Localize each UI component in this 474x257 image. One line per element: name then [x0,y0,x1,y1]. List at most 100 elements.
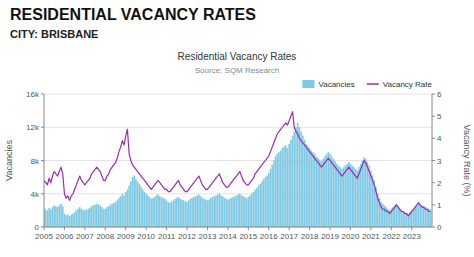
bar [179,199,181,227]
bar [326,154,328,227]
y2-tick [432,160,435,161]
bar [251,194,253,227]
bar [217,195,219,227]
bar [229,199,231,227]
x-tick [105,227,106,230]
bar [270,169,272,227]
y-tick [41,160,44,161]
bar [47,210,49,227]
bar [254,190,256,227]
y2-tick [432,227,435,228]
x-tick [125,227,126,230]
bar [276,154,278,227]
bar [76,210,78,227]
x-tick [166,227,167,230]
bar [105,209,107,227]
grid-line [44,227,432,228]
bar [176,198,178,227]
bar [302,136,304,227]
source-note: Source: SQM Research [195,66,279,75]
bar [207,200,209,227]
y2-axis-label: Vacancy Rate (%) [462,125,472,197]
bar [256,188,258,227]
bar [79,207,81,227]
bar [329,154,331,227]
bar [74,212,76,227]
bar [304,140,306,227]
bar [72,214,74,227]
bar [280,151,282,227]
bar [196,195,198,227]
bar [190,199,192,227]
bar [181,200,183,227]
bar [292,136,294,227]
bar [171,201,173,227]
bar [275,156,277,227]
bar [137,181,139,227]
bar [278,152,280,227]
legend-label: Vacancy Rate [383,80,433,89]
bar [288,144,290,227]
y2-tick-label: 4 [437,134,442,143]
bar [48,208,50,227]
x-tick [309,227,310,230]
bar [234,196,236,227]
bar [164,199,166,227]
bar [334,161,336,227]
bar [399,209,401,227]
y2-tick-label: 6 [437,90,442,99]
bar [116,200,118,227]
bar [88,209,90,227]
bar [351,165,353,227]
x-tick-label: 2018 [301,232,319,241]
bar [110,205,112,227]
x-tick-label: 2023 [403,232,421,241]
x-tick [330,227,331,230]
y-tick-label: 4k [31,190,40,199]
bar [154,197,156,227]
x-tick-label: 2021 [362,232,380,241]
x-tick-label: 2016 [260,232,278,241]
bar [111,204,113,227]
bar [246,198,248,227]
bar [253,192,255,227]
bar [282,148,284,227]
bar [115,202,117,227]
bar [96,204,98,227]
bar [99,205,101,227]
y2-tick [432,204,435,205]
bar [123,195,125,227]
bar [208,200,210,227]
y2-tick-label: 0 [437,223,442,232]
bar [53,205,55,227]
bar [108,206,110,227]
y-tick-label: 8k [31,157,40,166]
bar [401,210,403,227]
legend-swatch [302,80,314,88]
legend-swatch [367,83,379,85]
bar [259,184,261,227]
bar [94,205,96,227]
bar [152,198,154,227]
bar [416,205,418,227]
bar [157,195,159,227]
legend-label: Vacancies [318,80,354,89]
bar [62,206,64,227]
bar [367,162,369,227]
bar [421,205,423,227]
bar [193,197,195,227]
bar [236,195,238,227]
chart-title: Residential Vacancy Rates [178,51,297,62]
y2-tick-label: 1 [437,201,442,210]
bar [144,192,146,227]
y-tick [41,227,44,228]
bar [285,146,287,227]
bar [222,196,224,227]
bar [122,194,124,227]
title: RESIDENTIAL VACANCY RATES [10,6,256,23]
bar [135,179,137,227]
x-tick-label: 2005 [35,232,53,241]
bar [213,196,215,227]
bar [322,159,324,227]
bar [101,207,103,227]
